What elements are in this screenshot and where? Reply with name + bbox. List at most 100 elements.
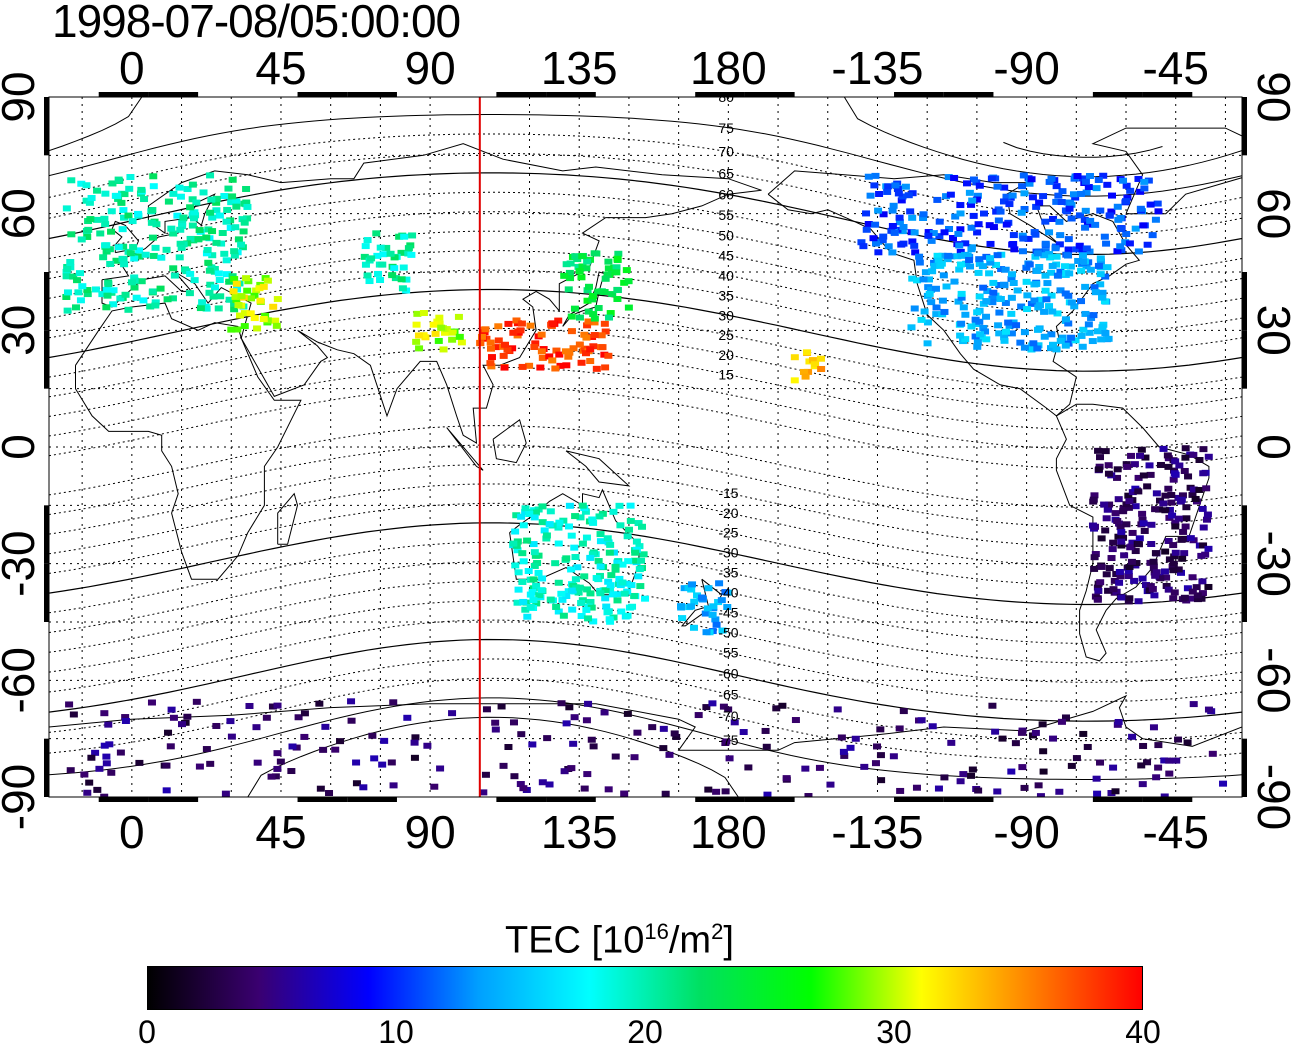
magnetic-latitude-label: -45	[718, 604, 738, 620]
tec-cell	[702, 704, 711, 711]
tec-cell	[1188, 588, 1197, 595]
tec-cell	[1092, 775, 1101, 782]
tec-cell	[102, 753, 111, 760]
tec-cell	[1066, 263, 1075, 270]
tec-cell	[959, 771, 968, 778]
tec-cell	[523, 537, 532, 544]
tec-cell	[1085, 248, 1094, 255]
tec-cell	[190, 215, 199, 222]
lat-tick-left: -30	[0, 530, 44, 596]
tec-cell	[526, 591, 535, 598]
tec-cell	[437, 324, 446, 331]
tec-cell	[1149, 558, 1158, 565]
tec-cell	[206, 172, 215, 179]
tec-cell	[598, 344, 607, 351]
tec-cell	[1146, 471, 1155, 478]
tec-cell	[986, 255, 995, 262]
tec-cell	[925, 276, 934, 283]
tec-cell	[929, 230, 938, 237]
tec-cell	[570, 305, 579, 312]
tec-cell	[487, 363, 496, 370]
tec-cell	[817, 355, 826, 362]
tec-cell	[1020, 205, 1029, 212]
tec-cell	[1064, 252, 1073, 259]
tec-cell	[1165, 556, 1174, 563]
tec-cell	[225, 278, 234, 285]
tec-cell	[567, 566, 576, 573]
tec-cell	[945, 225, 954, 232]
tec-cell	[995, 309, 1004, 316]
tec-cell	[1119, 534, 1128, 541]
tec-cell	[1126, 187, 1135, 194]
tec-cell	[725, 755, 734, 762]
frame-bar-top	[744, 92, 795, 97]
tec-cell	[482, 706, 491, 713]
lon-tick-top: 90	[405, 42, 456, 94]
tec-cell	[1097, 535, 1106, 542]
tec-cell	[188, 181, 197, 188]
tec-cell	[939, 272, 948, 279]
tec-cell	[950, 278, 959, 285]
tec-cell	[582, 534, 591, 541]
tec-cell	[555, 351, 564, 358]
tec-cell	[613, 597, 622, 604]
tec-cell	[857, 239, 866, 246]
tec-cell	[584, 615, 593, 622]
tec-cell	[1107, 555, 1116, 562]
tec-cell	[167, 706, 176, 713]
tec-cell	[1071, 337, 1080, 344]
tec-cell	[567, 328, 576, 335]
tec-cell	[232, 280, 241, 287]
tec-cell	[536, 364, 545, 371]
tec-cell	[1140, 527, 1149, 534]
tec-cell	[228, 176, 237, 183]
tec-cell	[1098, 289, 1107, 296]
tec-cell	[815, 764, 824, 771]
tec-cell	[137, 186, 146, 193]
tec-cell	[378, 761, 387, 768]
tec-cell	[499, 762, 508, 769]
tec-cell	[1032, 203, 1041, 210]
tec-cell	[959, 304, 968, 311]
tec-cell	[1104, 587, 1113, 594]
colorbar-title-exp1: 16	[644, 919, 669, 944]
tec-cell	[993, 788, 1002, 795]
tec-cell	[169, 230, 178, 237]
tec-cell	[234, 236, 243, 243]
tec-cell	[1171, 523, 1180, 530]
tec-cell	[1054, 192, 1063, 199]
lon-tick-bottom: -90	[993, 806, 1059, 858]
tec-cell	[178, 219, 187, 226]
tec-cell	[606, 586, 615, 593]
tec-cell	[548, 320, 557, 327]
tec-cell	[840, 752, 849, 759]
tec-cell	[1039, 768, 1048, 775]
tec-cell	[352, 759, 361, 766]
tec-cell	[1097, 336, 1106, 343]
tec-cell	[1110, 577, 1119, 584]
colorbar-tick-label: 10	[378, 1014, 414, 1050]
tec-cell	[790, 377, 799, 384]
tec-cell	[175, 254, 184, 261]
tec-cell	[1047, 292, 1056, 299]
tec-cell	[1125, 240, 1134, 247]
lon-tick-bottom: 135	[541, 806, 618, 858]
tec-cell	[1148, 585, 1157, 592]
tec-cell	[1056, 232, 1065, 239]
tec-cell	[1069, 191, 1078, 198]
tec-cell	[434, 337, 443, 344]
tec-cell	[554, 540, 563, 547]
tec-cell	[661, 790, 670, 797]
tec-cell	[1171, 471, 1180, 478]
tec-cell	[1147, 541, 1156, 548]
tec-cell	[570, 544, 579, 551]
tec-cell	[491, 726, 500, 733]
tec-cell	[546, 596, 555, 603]
frame-bar-left	[44, 738, 49, 797]
tec-cell	[1155, 506, 1164, 513]
tec-cell	[1064, 320, 1073, 327]
tec-cell	[397, 249, 406, 256]
magnetic-latitude-contour	[49, 697, 1242, 780]
frame-bar-bottom	[1092, 797, 1143, 802]
tec-cell	[1018, 248, 1027, 255]
